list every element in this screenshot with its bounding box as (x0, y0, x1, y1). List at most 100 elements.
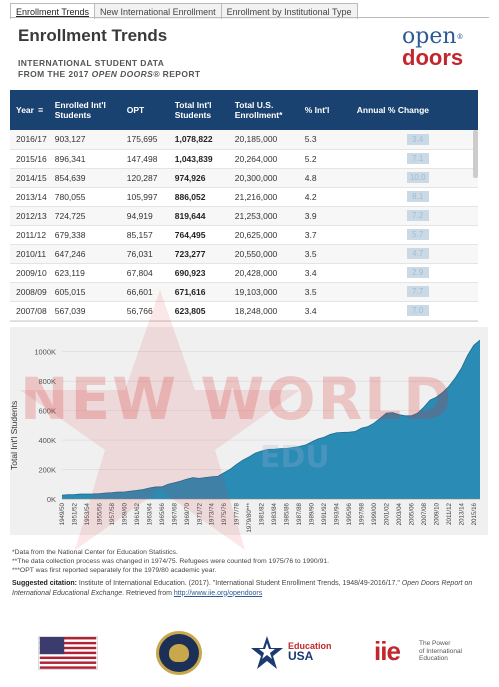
x-tick-label: 1987/88 (296, 502, 303, 525)
education-usa-star-icon (251, 636, 283, 669)
enrollment-area-series[interactable] (62, 340, 480, 499)
logo-open-text: open (402, 24, 457, 49)
x-tick-label: 1971/72 (196, 502, 203, 525)
logo-open: open® (396, 24, 482, 49)
cell-annual-change: 4.7 (353, 244, 478, 263)
iie-line-1: The Power (419, 640, 451, 647)
citation-text-1: Institute of International Education. (2… (76, 580, 402, 587)
x-tick-label: 1955/56 (96, 502, 103, 525)
col-header-pct-intl[interactable]: % Int'l (304, 105, 330, 115)
table-cell: 819,644 (174, 210, 206, 221)
cell-annual-change: 8.1 (353, 187, 478, 206)
table-cell: 2015/16 (16, 153, 47, 164)
col-header-total-intl[interactable]: Total Int'l Students (174, 100, 212, 120)
enrollment-chart-panel: 0K 200K 400K 600K 800K 1000K 1949/50 1951/52 195… (10, 327, 488, 535)
table-row: 2013/14 780,055 105,997 886,052 21,216,000 4.… (10, 187, 478, 206)
citation-italic: Open Doors Report on International Educa… (12, 580, 473, 597)
x-tick-label: 2015/16 (471, 502, 478, 525)
x-tick-label: 1985/86 (284, 502, 291, 525)
sort-icon[interactable]: ≡ (37, 105, 44, 115)
chart-y-axis-label: Total Int'l Students (9, 400, 19, 470)
table-cell: 896,341 (54, 153, 86, 164)
x-tick-label: 1983/84 (271, 502, 278, 525)
col-header-total-us[interactable]: Total U.S. Enrollment* (234, 100, 283, 120)
table-cell: 85,157 (126, 229, 153, 240)
x-tick-label: 1981/82 (259, 502, 266, 525)
annual-change-bar: 7.1 (406, 153, 429, 164)
col-header-annual-change[interactable]: Annual % Change (356, 105, 429, 115)
citation-label: Suggested citation: (12, 580, 77, 587)
footnote-2: **The data collection process was change… (12, 558, 330, 565)
x-tick-label: 1989/90 (309, 502, 316, 525)
table-cell: 3.5 (304, 248, 317, 259)
iie-line-3: Education (419, 655, 448, 662)
table-cell: 854,639 (54, 172, 86, 183)
table-cell: 974,926 (174, 172, 206, 183)
iie-mark: iie (374, 636, 401, 666)
y-tick-label: 600K (38, 407, 56, 416)
col-header-year[interactable]: Year ≡ (10, 90, 51, 130)
x-tick-label: 2003/04 (396, 502, 403, 525)
logo-reg: ® (456, 33, 464, 41)
x-tick-label: 1997/98 (358, 502, 365, 525)
edusa-bottom: USA (288, 649, 314, 663)
table-cell: 623,119 (54, 267, 85, 278)
logo-doors: doors (402, 45, 464, 70)
table-row: 2009/10 623,119 67,804 690,923 20,428,000 3.4… (10, 263, 478, 282)
table-cell: 671,616 (174, 286, 206, 297)
watermark-text: NEW WORLD (20, 365, 454, 433)
cell-annual-change: 10.0 (353, 168, 478, 187)
x-tick-label: 1991/92 (321, 502, 328, 525)
x-tick-label: 2005/06 (408, 502, 415, 525)
x-tick-label: 1965/66 (159, 502, 166, 525)
table-cell: 120,287 (126, 172, 158, 183)
footer-logos: Education USA iie The Power of Internatio… (0, 630, 499, 675)
x-tick-label: 1953/54 (84, 502, 91, 525)
table-cell: 20,264,000 (234, 153, 278, 164)
table-cell: 724,725 (54, 210, 86, 221)
cell-annual-change: 7.0 (353, 301, 478, 320)
tab-enrollment-by-institutional-type[interactable]: Enrollment by Institutional Type (220, 3, 358, 19)
y-tick-label: 800K (38, 377, 56, 386)
table-cell: 1,078,822 (174, 134, 213, 145)
enrollment-line-series (61, 339, 481, 496)
enrollment-table: Year ≡ Enrolled Int'l Students OPT Total … (10, 90, 478, 321)
table-cell: 3.4 (304, 305, 317, 316)
citation-text-2: . Retrieved from (122, 589, 174, 597)
subtitle-suffix: REPORT (159, 69, 201, 79)
annual-change-bar: 4.7 (406, 248, 429, 259)
table-scrollbar[interactable] (473, 130, 478, 178)
tab-divider (10, 17, 489, 18)
subtitle-line-2: FROM THE 2017 OPEN DOORS® REPORT (18, 69, 201, 80)
table-cell: 886,052 (174, 191, 206, 202)
table-cell: 5.3 (304, 134, 317, 145)
table-cell: 175,695 (126, 134, 158, 145)
y-tick-label: 0K (47, 495, 56, 504)
x-tick-label: 1995/96 (346, 502, 353, 525)
table-cell: 780,055 (54, 191, 86, 202)
annual-change-bar: 7.0 (406, 305, 429, 316)
table-cell: 3.4 (304, 267, 317, 278)
annual-change-bar: 7.7 (406, 286, 429, 297)
table-cell: 3.9 (304, 210, 317, 221)
table-row: 2016/17 903,127 175,695 1,078,822 20,185,000… (10, 130, 478, 149)
col-header-enrolled[interactable]: Enrolled Int'l Students (54, 100, 106, 120)
x-tick-label: 1999/00 (371, 502, 378, 525)
col-header-opt[interactable]: OPT (126, 105, 145, 115)
enrollment-table-container[interactable]: Year ≡ Enrolled Int'l Students OPT Total … (10, 90, 478, 322)
x-tick-label: 1961/62 (134, 502, 141, 525)
citation-link[interactable]: http://www.iie.org/opendoors (173, 589, 263, 597)
table-row: 2007/08 567,039 56,766 623,805 18,248,000 3.4… (10, 301, 478, 320)
x-tick-label: 1951/52 (71, 502, 78, 525)
subtitle-line-1: INTERNATIONAL STUDENT DATA (18, 58, 165, 68)
table-cell: 20,550,000 (234, 248, 278, 259)
x-tick-label: 1969/70 (184, 502, 191, 525)
table-cell: 67,804 (126, 267, 153, 278)
x-tick-label: 1975/76 (221, 502, 228, 525)
table-cell: 94,919 (126, 210, 153, 221)
table-cell: 18,248,000 (234, 305, 278, 316)
y-tick-label: 400K (38, 436, 56, 445)
table-cell: 147,498 (126, 153, 158, 164)
table-cell: 56,766 (126, 305, 153, 316)
table-cell: 1,043,839 (174, 153, 213, 164)
